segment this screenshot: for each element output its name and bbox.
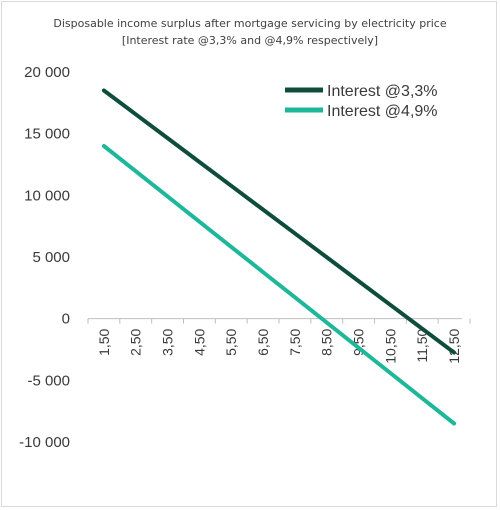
series-line-1 xyxy=(101,88,457,355)
x-tick-label: 2,50 xyxy=(128,328,144,355)
x-tick-label: 5,50 xyxy=(223,328,239,355)
y-tick-label: 15 000 xyxy=(24,126,70,143)
legend: Interest @3,3% Interest @4,9% xyxy=(285,83,438,120)
x-tick-label: 1,50 xyxy=(96,328,112,355)
x-tick-label: 10,50 xyxy=(382,328,398,363)
y-tick-label: -5 000 xyxy=(27,372,70,389)
series-line-2 xyxy=(101,144,457,426)
y-tick-label: 10 000 xyxy=(24,187,70,204)
x-tick-label: 12,50 xyxy=(446,328,462,363)
y-tick-label: 20 000 xyxy=(24,64,70,81)
y-tick-label: 0 xyxy=(62,311,70,328)
series-layer xyxy=(101,88,457,426)
x-axis: 1,50 2,50 3,50 4,50 5,50 6,50 7,50 8,50 9,50 10,5… xyxy=(87,318,471,364)
chart-subtitle: [Interest rate @3,3% and @4,9% respectiv… xyxy=(121,34,379,47)
x-tick-label: 3,50 xyxy=(160,328,176,355)
chart-title: Disposable income surplus after mortgage… xyxy=(53,17,447,30)
y-tick-label: 5 000 xyxy=(32,249,70,266)
legend-label-2: Interest @4,9% xyxy=(327,103,438,120)
x-tick-label: 8,50 xyxy=(319,328,335,355)
x-tick-label: 6,50 xyxy=(255,328,271,355)
x-tick-label: 7,50 xyxy=(287,328,303,355)
y-axis: -10 000 -5 000 0 5 000 10 000 15 000 20 000 xyxy=(19,64,70,451)
x-tick-label: 4,50 xyxy=(191,328,207,355)
y-tick-label: -10 000 xyxy=(19,434,70,451)
x-tick-label: 11,50 xyxy=(414,328,430,362)
legend-label-1: Interest @3,3% xyxy=(327,83,438,100)
